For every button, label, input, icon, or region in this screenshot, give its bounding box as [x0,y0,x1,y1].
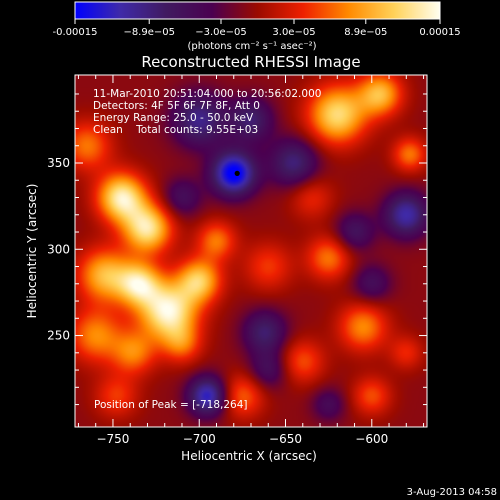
colorbar-strip [74,1,441,20]
x-tick-label: −700 [183,432,216,446]
annotation-clean-counts: Clean Total counts: 9.55E+03 [93,124,258,136]
chart-title: Reconstructed RHESSI Image [141,53,360,71]
y-axis: 250 300 350 [47,93,427,406]
annotation-energy-range: Energy Range: 25.0 - 50.0 keV [93,112,254,124]
annotation-detectors: Detectors: 4F 5F 6F 7F 8F, Att 0 [93,100,260,112]
heatmap-area [75,75,427,427]
colorbar-tick-label: −8.9e−05 [123,27,175,38]
footer-date: 3-Aug-2013 04:58 [407,487,497,498]
y-axis-label: Heliocentric Y (arcsec) [25,184,39,319]
peak-position-label: Position of Peak = [-718,264] [94,399,248,411]
annotation-time-range: 11-Mar-2010 20:51:04.000 to 20:56:02.000 [93,88,321,100]
colorbar-tick-label: 0.00015 [419,27,460,38]
colorbar: -0.00015 −8.9e−05 −3.0e−05 3.0e−05 8.9e−05 0.… [53,1,461,52]
colorbar-units-label: (photons cm⁻² s⁻¹ asec⁻²) [187,41,316,52]
colorbar-tick-label: 8.9e−05 [344,27,387,38]
x-axis-label: Heliocentric X (arcsec) [181,449,317,463]
colorbar-tick-label: -0.00015 [53,27,98,38]
x-tick-label: −650 [269,432,302,446]
x-axis: −750 −700 −650 −600 [77,75,425,446]
observation-info: 11-Mar-2010 20:51:04.000 to 20:56:02.000… [93,88,321,136]
y-tick-label: 350 [47,156,70,170]
y-tick-label: 300 [47,242,70,256]
heatmap-image [75,75,427,427]
y-tick-label: 250 [47,329,70,343]
marker-dot [234,170,240,176]
x-tick-label: −750 [96,432,129,446]
colorbar-ticks: -0.00015 −8.9e−05 −3.0e−05 3.0e−05 8.9e−05 0.… [53,19,461,38]
colorbar-tick-label: −3.0e−05 [195,27,247,38]
colorbar-tick-label: 3.0e−05 [272,27,315,38]
x-tick-label: −600 [355,432,388,446]
